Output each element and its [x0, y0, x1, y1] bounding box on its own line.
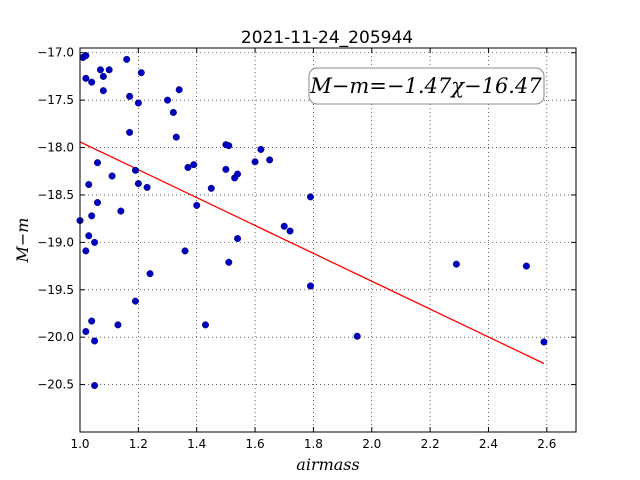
data-point — [201, 321, 209, 329]
x-tick-label: 1.8 — [304, 437, 323, 451]
data-point — [108, 172, 116, 180]
fit-line-group — [79, 141, 545, 365]
data-point — [134, 180, 142, 188]
fit-equation: M−m=−1.47χ−16.47 — [309, 74, 542, 98]
data-point — [99, 72, 107, 80]
x-tick-label: 2.0 — [362, 437, 381, 451]
x-tick-label: 2.2 — [421, 437, 440, 451]
data-point — [88, 317, 96, 325]
data-point — [105, 66, 113, 74]
data-point — [169, 108, 177, 116]
y-tick-label: −20.5 — [37, 378, 74, 392]
data-point — [164, 96, 172, 104]
data-point — [82, 52, 90, 60]
y-tick-label: −19.0 — [37, 235, 74, 249]
y-tick-label: −19.5 — [37, 283, 74, 297]
plot-frame — [79, 47, 577, 433]
data-point — [117, 207, 125, 215]
data-point — [99, 87, 107, 95]
data-point — [137, 69, 145, 77]
x-tick-label: 1.0 — [70, 437, 89, 451]
data-point — [88, 78, 96, 86]
y-tick-label: −18.5 — [37, 188, 74, 202]
data-point — [306, 193, 314, 201]
data-point — [175, 86, 183, 94]
y-tick-label: −17.5 — [37, 93, 74, 107]
data-point — [190, 161, 198, 169]
data-point — [82, 327, 90, 335]
y-axis: −17.0 −17.5 −18.0 −18.5 −19.0 −19.5 −20.0 −20.5 — [37, 46, 576, 392]
x-tick-label: 1.2 — [129, 437, 148, 451]
data-point — [85, 232, 93, 240]
data-point — [82, 247, 90, 255]
x-tick-label: 2.6 — [537, 437, 556, 451]
y-tick-label: −17.0 — [37, 46, 74, 60]
y-tick-label: −20.0 — [37, 330, 74, 344]
data-point — [91, 337, 99, 345]
data-point — [114, 321, 122, 329]
data-point — [88, 212, 96, 220]
data-point — [207, 184, 215, 192]
data-point — [184, 163, 192, 171]
data-point — [193, 201, 201, 209]
data-point — [306, 282, 314, 290]
data-point — [540, 338, 548, 346]
data-point — [452, 260, 460, 268]
data-point — [234, 235, 242, 243]
data-point — [266, 156, 274, 164]
data-point — [257, 145, 265, 153]
data-point — [251, 158, 259, 166]
data-point — [94, 159, 102, 167]
fit-line — [79, 141, 545, 365]
data-point — [96, 66, 104, 74]
y-tick-label: −18.0 — [37, 141, 74, 155]
data-point — [82, 74, 90, 82]
x-tick-label: 1.4 — [187, 437, 206, 451]
data-point — [131, 166, 139, 174]
x-tick-label: 1.6 — [246, 437, 265, 451]
data-point — [280, 222, 288, 230]
data-point — [94, 199, 102, 207]
data-point — [172, 133, 180, 141]
data-point — [522, 262, 530, 270]
x-axis: 1.0 1.2 1.4 1.6 1.8 2.0 2.2 2.4 2.6 — [70, 48, 556, 451]
data-point — [91, 382, 99, 390]
x-axis-label: airmass — [296, 455, 359, 474]
data-point — [353, 332, 361, 340]
data-point — [85, 181, 93, 189]
data-point — [146, 270, 154, 278]
data-point — [126, 92, 134, 100]
data-point — [134, 99, 142, 107]
chart-title: 2021-11-24_205944 — [241, 28, 413, 48]
data-point — [225, 142, 233, 150]
data-point — [91, 238, 99, 246]
data-point — [225, 258, 233, 266]
data-point — [222, 165, 230, 173]
data-point — [131, 297, 139, 305]
y-axis-label: M−m — [13, 218, 32, 264]
data-point — [231, 174, 239, 182]
data-point — [181, 247, 189, 255]
data-point — [123, 55, 131, 63]
annotation-frame — [308, 67, 545, 105]
annotation-box: M−m=−1.47χ−16.47 — [308, 67, 545, 105]
data-point — [143, 183, 151, 191]
x-tick-label: 2.4 — [479, 437, 498, 451]
data-point — [126, 128, 134, 136]
data-point — [286, 227, 294, 235]
data-points — [76, 52, 548, 390]
